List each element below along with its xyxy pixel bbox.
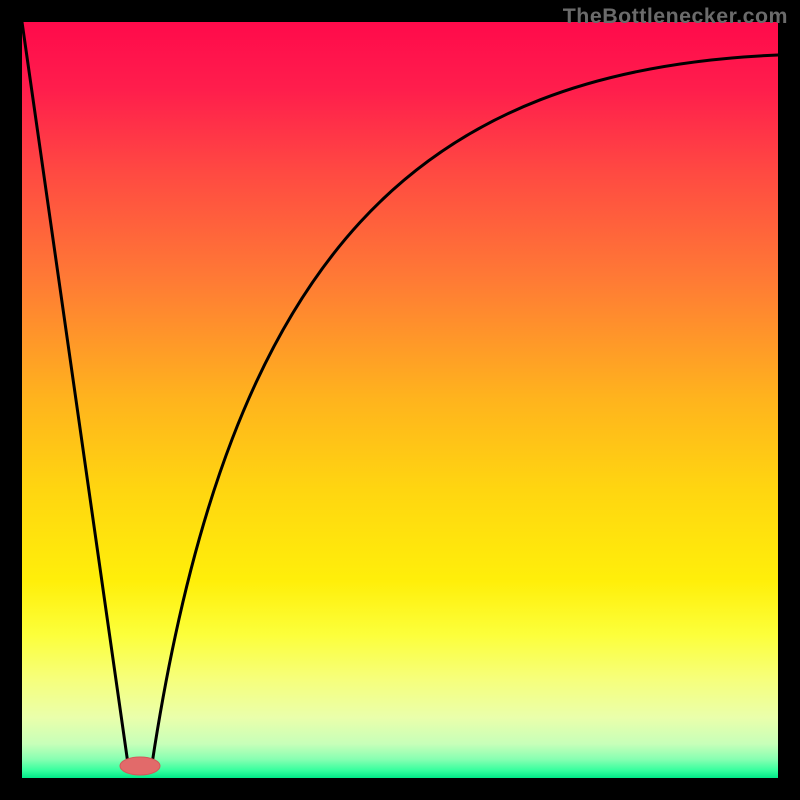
chart-container: TheBottlenecker.com	[0, 0, 800, 800]
watermark-text: TheBottlenecker.com	[563, 4, 788, 29]
bottleneck-chart	[0, 0, 800, 800]
optimum-marker	[120, 757, 160, 775]
plot-area	[22, 22, 778, 778]
